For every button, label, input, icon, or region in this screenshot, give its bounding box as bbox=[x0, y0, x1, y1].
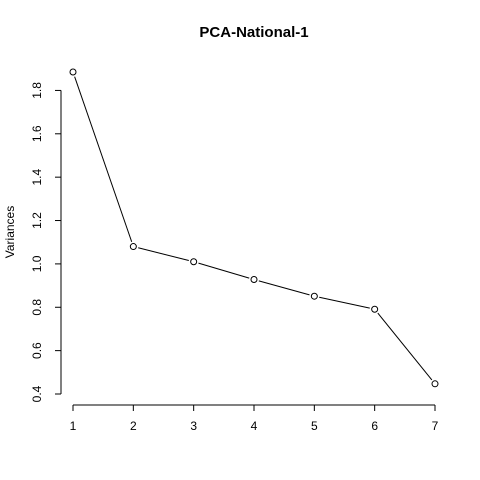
data-point bbox=[250, 276, 258, 284]
y-tick-label: 1.0 bbox=[30, 255, 44, 272]
series-segment bbox=[74, 76, 133, 242]
x-tick-label: 3 bbox=[190, 419, 197, 433]
x-tick-label: 1 bbox=[70, 419, 77, 433]
y-tick-label: 0.4 bbox=[30, 385, 44, 402]
data-point bbox=[190, 258, 198, 266]
y-tick-label: 0.6 bbox=[30, 342, 44, 359]
series-segment bbox=[319, 296, 370, 309]
y-tick-label: 1.8 bbox=[30, 82, 44, 99]
y-tick-label: 1.4 bbox=[30, 169, 44, 186]
y-tick-label: 0.8 bbox=[30, 299, 44, 316]
series-segment bbox=[138, 247, 189, 261]
series-segment bbox=[258, 280, 310, 296]
y-tick-label: 1.2 bbox=[30, 212, 44, 229]
series-segment bbox=[377, 312, 433, 381]
series-layer bbox=[69, 68, 439, 388]
data-point bbox=[431, 380, 439, 388]
x-tick-label: 4 bbox=[251, 419, 258, 433]
data-point bbox=[310, 292, 318, 300]
y-axis: 0.4 0.6 0.8 1.0 1.2 1.4 1.6 1.8 bbox=[30, 82, 62, 402]
x-tick-label: 5 bbox=[311, 419, 318, 433]
chart-title: PCA-National-1 bbox=[199, 24, 308, 41]
series-segment bbox=[198, 262, 250, 279]
data-point bbox=[371, 305, 379, 313]
x-axis: 1 2 3 4 5 6 7 bbox=[70, 404, 439, 433]
x-tick-label: 2 bbox=[130, 419, 137, 433]
y-tick-label: 1.6 bbox=[30, 125, 44, 142]
x-tick-label: 6 bbox=[371, 419, 378, 433]
data-point bbox=[69, 68, 77, 76]
y-axis-label: Variances bbox=[3, 206, 17, 258]
x-tick-label: 7 bbox=[432, 419, 439, 433]
data-point bbox=[129, 243, 137, 251]
